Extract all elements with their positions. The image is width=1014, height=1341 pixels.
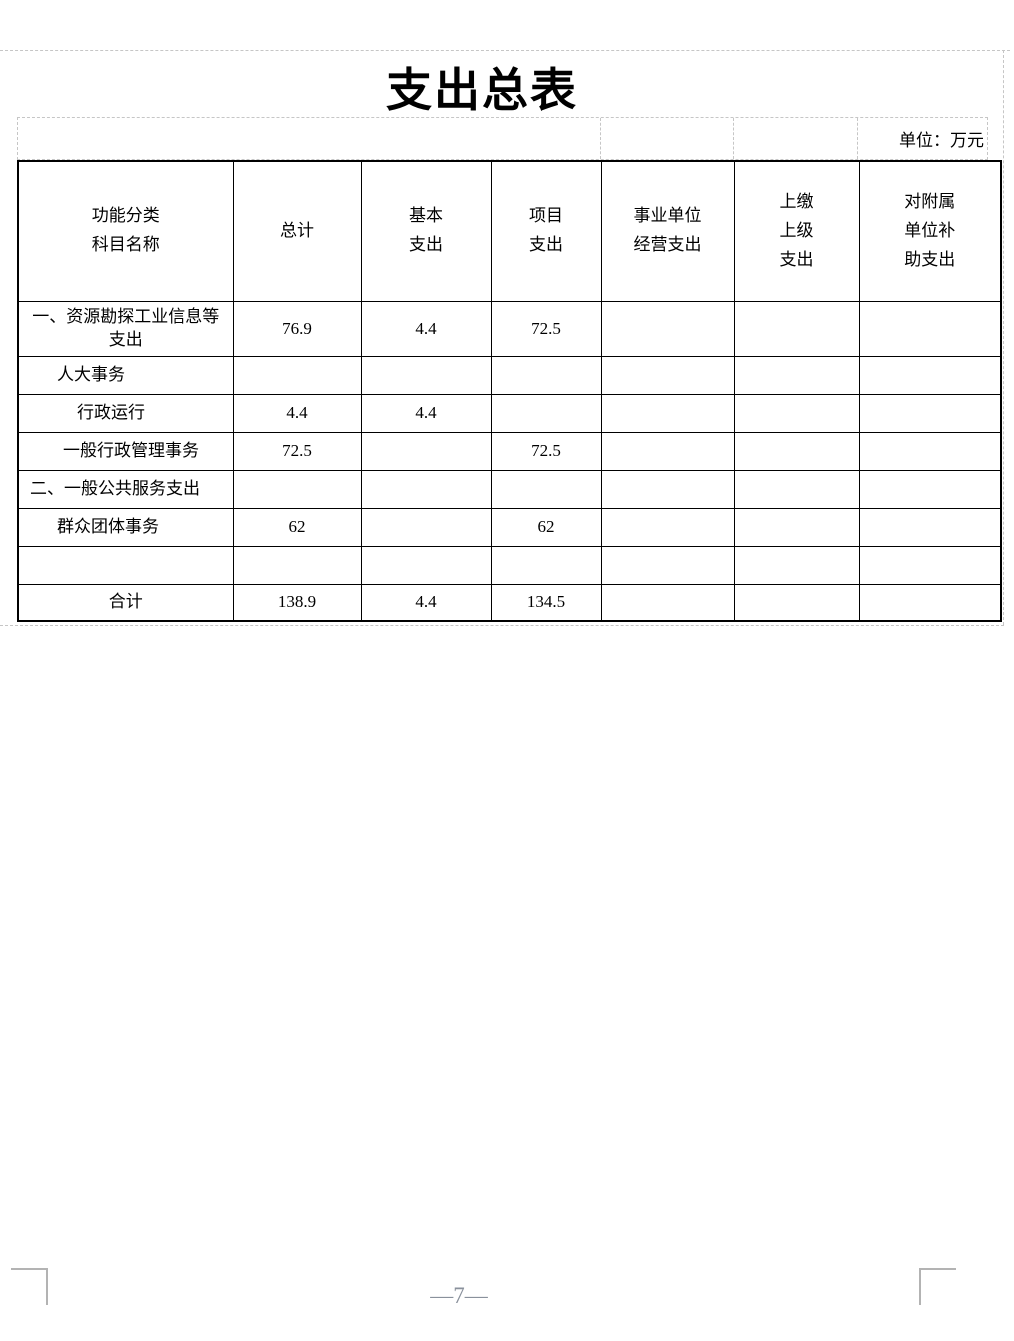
cell-project: 72.5 <box>490 300 602 357</box>
cell-upper <box>733 393 860 433</box>
unit-row-cell <box>732 118 858 159</box>
cell-operating <box>600 431 735 471</box>
cell-upper <box>733 469 860 509</box>
cell-project <box>490 393 602 433</box>
unit-row-cell <box>18 118 600 159</box>
cell-operating <box>600 507 735 547</box>
cell-upper <box>733 545 860 585</box>
header-operating: 事业单位 经营支出 <box>600 160 735 302</box>
cell-basic: 4.4 <box>360 583 492 622</box>
row-label: 合计 <box>17 583 234 622</box>
cell-subsidy <box>858 300 1002 357</box>
cell-upper <box>733 300 860 357</box>
unit-row-cell <box>599 118 733 159</box>
cell-basic <box>360 431 492 471</box>
cell-total: 62 <box>232 507 362 547</box>
text-boundary-right <box>1003 50 1004 625</box>
table-row: 行政运行 4.4 4.4 <box>17 393 1002 433</box>
cell-operating <box>600 300 735 357</box>
header-project: 项目 支出 <box>490 160 602 302</box>
cell-operating <box>600 355 735 395</box>
cell-upper <box>733 431 860 471</box>
cell-total <box>232 355 362 395</box>
unit-row: 单位：万元 <box>17 117 988 160</box>
cell-upper <box>733 355 860 395</box>
cell-total: 72.5 <box>232 431 362 471</box>
table-header-row: 功能分类 科目名称 总计 基本 支出 项目 支出 事业单位 经营支出 上缴 上级… <box>17 160 1002 302</box>
cell-project: 62 <box>490 507 602 547</box>
text-boundary-bottom <box>0 625 1004 626</box>
cell-basic <box>360 469 492 509</box>
cell-subsidy <box>858 507 1002 547</box>
header-subsidy: 对附属 单位补 助支出 <box>858 160 1002 302</box>
text-boundary-top <box>0 50 1010 51</box>
table-row: 二、一般公共服务支出 <box>17 469 1002 509</box>
unit-label: 单位：万元 <box>857 118 987 159</box>
row-label <box>17 545 234 585</box>
cell-basic <box>360 545 492 585</box>
cell-basic <box>360 355 492 395</box>
header-basic: 基本 支出 <box>360 160 492 302</box>
corner-mark-left <box>11 1268 48 1305</box>
header-total: 总计 <box>232 160 362 302</box>
table-row: 群众团体事务 62 62 <box>17 507 1002 547</box>
row-label: 一、资源勘探工业信息等 支出 <box>17 300 234 357</box>
cell-total: 138.9 <box>232 583 362 622</box>
page-title: 支出总表 <box>386 65 578 116</box>
cell-upper <box>733 507 860 547</box>
header-category: 功能分类 科目名称 <box>17 160 234 302</box>
cell-upper <box>733 583 860 622</box>
row-label: 二、一般公共服务支出 <box>17 469 234 509</box>
cell-project: 72.5 <box>490 431 602 471</box>
cell-basic: 4.4 <box>360 300 492 357</box>
table-row <box>17 545 1002 585</box>
cell-operating <box>600 583 735 622</box>
cell-basic <box>360 507 492 547</box>
cell-subsidy <box>858 469 1002 509</box>
table-row: 人大事务 <box>17 355 1002 395</box>
row-label: 一般行政管理事务 <box>17 431 234 471</box>
cell-project <box>490 469 602 509</box>
corner-mark-right <box>919 1268 956 1305</box>
header-upper: 上缴 上级 支出 <box>733 160 860 302</box>
cell-project <box>490 545 602 585</box>
expenditure-table: 功能分类 科目名称 总计 基本 支出 项目 支出 事业单位 经营支出 上缴 上级… <box>17 160 1002 622</box>
cell-operating <box>600 545 735 585</box>
cell-total: 4.4 <box>232 393 362 433</box>
cell-operating <box>600 469 735 509</box>
cell-subsidy <box>858 393 1002 433</box>
cell-subsidy <box>858 355 1002 395</box>
cell-subsidy <box>858 431 1002 471</box>
table-row: 一、资源勘探工业信息等 支出 76.9 4.4 72.5 <box>17 300 1002 357</box>
table-row-total: 合计 138.9 4.4 134.5 <box>17 583 1002 622</box>
cell-basic: 4.4 <box>360 393 492 433</box>
cell-subsidy <box>858 583 1002 622</box>
cell-total <box>232 469 362 509</box>
page-number: —7— <box>430 1283 488 1308</box>
cell-operating <box>600 393 735 433</box>
cell-total <box>232 545 362 585</box>
row-label: 群众团体事务 <box>17 507 234 547</box>
cell-project <box>490 355 602 395</box>
row-label: 行政运行 <box>17 393 234 433</box>
table-row: 一般行政管理事务 72.5 72.5 <box>17 431 1002 471</box>
row-label: 人大事务 <box>17 355 234 395</box>
cell-total: 76.9 <box>232 300 362 357</box>
cell-subsidy <box>858 545 1002 585</box>
cell-project: 134.5 <box>490 583 602 622</box>
